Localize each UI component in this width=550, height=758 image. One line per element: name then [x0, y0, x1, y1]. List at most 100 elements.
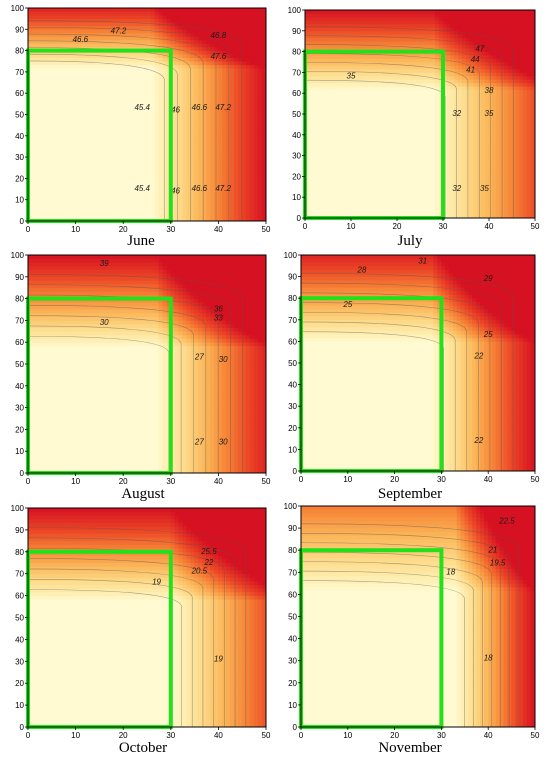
heat-cell: [346, 169, 352, 174]
heat-cell: [206, 178, 211, 183]
heat-cell: [55, 103, 61, 108]
heat-cell: [381, 120, 386, 125]
heat-cell: [186, 135, 191, 140]
heat-cell: [210, 57, 215, 62]
heat-cell: [305, 103, 310, 108]
heat-cell: [237, 167, 243, 172]
heat-cell: [249, 213, 255, 218]
heat-cell: [202, 171, 207, 176]
heat-cell: [230, 46, 235, 51]
heat-cell: [51, 156, 57, 161]
heat-cell: [130, 85, 136, 90]
heat-cell: [385, 58, 390, 63]
heat-cell: [206, 64, 211, 69]
heat-cell: [154, 18, 160, 23]
heat-cell: [381, 141, 386, 146]
heat-cell: [190, 202, 195, 208]
heat-cell: [369, 117, 375, 122]
heat-cell: [126, 89, 132, 94]
heat-cell: [305, 158, 310, 163]
heat-cell: [257, 29, 263, 34]
heat-cell: [339, 44, 344, 49]
heat-cell: [126, 21, 132, 27]
heat-cell: [71, 181, 76, 186]
heat-cell: [59, 213, 64, 218]
heat-cell: [107, 78, 112, 83]
heat-cell: [366, 196, 371, 201]
heat-cell: [237, 68, 243, 73]
heat-cell: [190, 50, 195, 55]
heat-cell: [366, 23, 371, 28]
heat-cell: [350, 58, 356, 63]
heat-cell: [28, 121, 33, 126]
heat-cell: [126, 178, 132, 183]
heat-cell: [308, 183, 313, 188]
heat-cell: [214, 18, 219, 23]
heat-cell: [71, 110, 76, 115]
heat-cell: [346, 72, 352, 77]
heat-cell: [369, 13, 375, 18]
heat-cell: [249, 153, 255, 158]
heat-cell: [91, 60, 96, 66]
heat-cell: [43, 32, 49, 37]
heat-cell: [331, 169, 336, 174]
heat-cell: [194, 217, 199, 221]
heat-cell: [335, 200, 340, 205]
heat-cell: [222, 92, 227, 98]
heat-cell: [186, 114, 191, 119]
heat-cell: [59, 128, 64, 133]
heat-cell: [31, 210, 37, 215]
heat-cell: [186, 181, 191, 186]
heat-cell: [350, 134, 356, 139]
heat-cell: [373, 16, 379, 21]
heat-cell: [346, 172, 352, 177]
heat-cell: [237, 142, 243, 147]
heat-cell: [118, 78, 124, 83]
heat-cell: [39, 199, 45, 204]
heat-cell: [130, 149, 136, 154]
heat-cell: [320, 30, 325, 35]
heat-cell: [261, 142, 266, 147]
heat-cell: [130, 195, 136, 200]
heat-cell: [31, 107, 37, 112]
heat-cell: [178, 192, 183, 197]
heat-cell: [59, 82, 64, 87]
heat-cell: [222, 139, 227, 144]
heat-cell: [210, 71, 215, 76]
heat-cell: [174, 142, 180, 147]
heat-cell: [261, 185, 266, 190]
heat-cell: [218, 92, 223, 98]
heat-cell: [305, 85, 310, 91]
heat-cell: [55, 11, 61, 16]
heat-cell: [146, 21, 152, 27]
heat-cell: [249, 100, 255, 105]
heat-cell: [107, 146, 112, 151]
heat-cell: [55, 29, 61, 34]
heat-cell: [194, 210, 199, 215]
heat-cell: [126, 135, 132, 140]
heat-cell: [358, 58, 363, 63]
heat-cell: [308, 16, 313, 21]
heat-cell: [261, 174, 266, 179]
heat-cell: [331, 13, 336, 18]
heat-cell: [202, 32, 207, 37]
heat-cell: [63, 178, 68, 183]
heat-cell: [190, 36, 195, 41]
heat-cell: [35, 163, 41, 169]
heat-cell: [253, 156, 259, 161]
heat-cell: [71, 18, 76, 23]
month-label: June: [127, 233, 155, 249]
heat-cell: [134, 153, 140, 158]
heat-cell: [178, 124, 183, 129]
heat-cell: [158, 199, 164, 204]
heat-cell: [122, 149, 128, 154]
heat-cell: [346, 20, 352, 25]
heat-cell: [95, 100, 100, 105]
heat-cell: [174, 135, 180, 140]
heat-cell: [107, 149, 112, 154]
heat-cell: [91, 8, 96, 12]
heat-cell: [55, 185, 61, 190]
heat-cell: [28, 174, 33, 179]
heat-cell: [210, 89, 215, 94]
heat-cell: [154, 121, 160, 126]
